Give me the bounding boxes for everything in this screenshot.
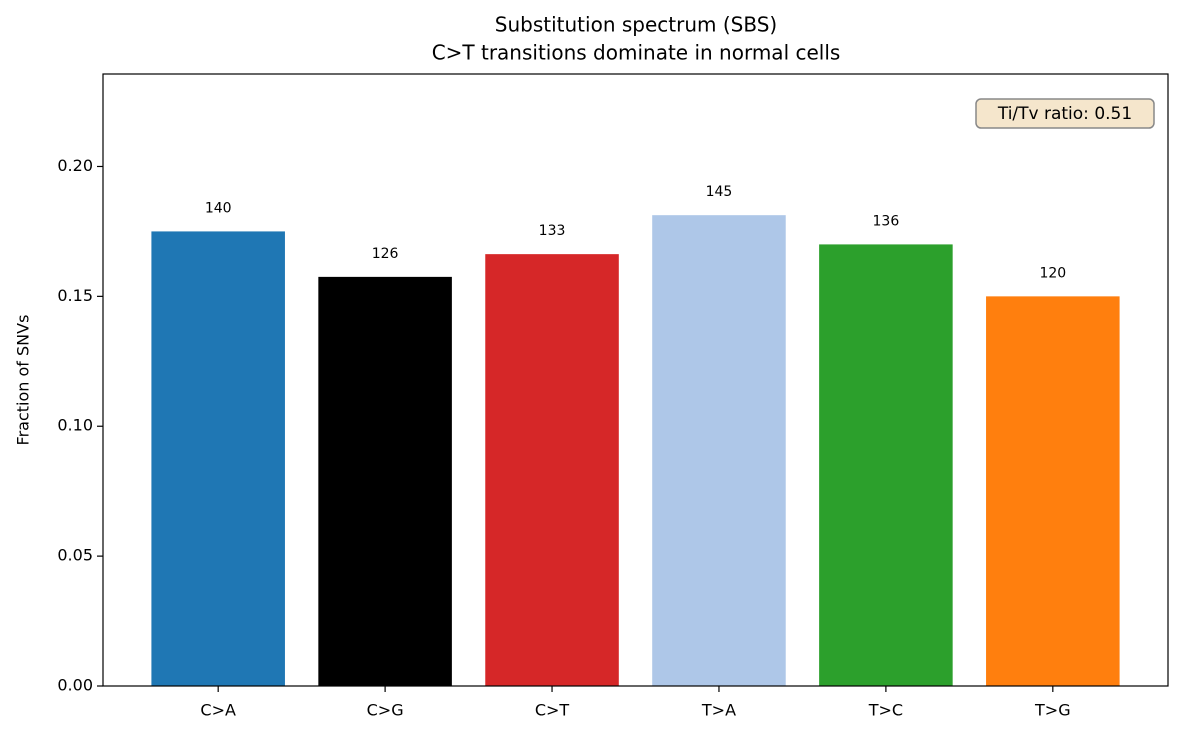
x-tick-label: T>G: [1034, 701, 1071, 720]
annotation: Ti/Tv ratio: 0.51: [997, 104, 1132, 124]
y-tick-label: 0.10: [57, 416, 93, 435]
x-tick-label: T>A: [701, 701, 736, 720]
count-label: 140: [205, 200, 232, 216]
bar: [819, 244, 953, 687]
count-label: 133: [539, 223, 566, 239]
bar: [986, 296, 1120, 686]
chart-title: Substitution spectrum (SBS): [495, 13, 777, 37]
y-tick-label: 0.00: [57, 676, 93, 695]
x-tick-label: T>C: [868, 701, 903, 720]
count-label: 126: [372, 246, 399, 262]
count-label: 120: [1039, 265, 1066, 281]
x-tick-label: C>G: [367, 701, 404, 720]
chart-subtitle: C>T transitions dominate in normal cells: [432, 41, 841, 65]
x-tick-label: C>T: [535, 701, 570, 720]
plot-frame: [102, 73, 1169, 687]
bar: [151, 231, 285, 686]
annotation-box: [975, 98, 1155, 129]
count-label: 145: [706, 184, 733, 200]
y-axis-label: Fraction of SNVs: [14, 315, 33, 446]
x-tick-label: C>A: [200, 701, 236, 720]
bar: [652, 215, 786, 686]
y-tick-label: 0.05: [57, 546, 93, 565]
bar: [485, 254, 619, 687]
y-tick-label: 0.20: [57, 156, 93, 175]
count-label: 136: [873, 213, 900, 229]
bar: [318, 276, 452, 686]
y-tick-label: 0.15: [57, 286, 93, 305]
